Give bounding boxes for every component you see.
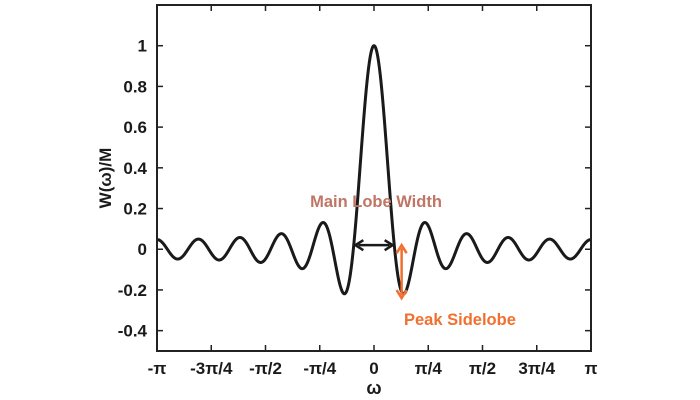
x-axis-ticks: -π -3π/4 -π/2 -π/4 0 π/4 π/2 3π/4 π (148, 5, 598, 378)
x-tick-label: 3π/4 (518, 359, 555, 378)
y-tick-label: -0.2 (118, 281, 147, 300)
main-lobe-arrowhead-left (352, 239, 364, 252)
x-tick-label: -π/2 (249, 359, 282, 378)
y-tick-label: 0 (138, 240, 147, 259)
peak-sidelobe-label: Peak Sidelobe (404, 311, 516, 329)
x-tick-label: -π (148, 359, 167, 378)
y-tick-label: 0.8 (123, 77, 147, 96)
series-line (155, 44, 593, 296)
x-tick-label: π/2 (469, 359, 496, 378)
y-axis-ticks: -0.4 -0.2 0 0.2 0.4 0.6 0.8 1 (118, 37, 591, 341)
x-tick-label: -3π/4 (190, 359, 233, 378)
x-tick-label: -π/4 (303, 359, 336, 378)
annotations (352, 239, 408, 301)
x-tick-label: π/4 (415, 359, 443, 378)
main-lobe-width-label: Main Lobe Width (310, 193, 442, 211)
y-tick-label: -0.4 (118, 322, 148, 341)
y-tick-label: 1 (138, 37, 147, 56)
y-tick-label: 0.2 (123, 200, 147, 219)
y-tick-label: 0.4 (123, 159, 147, 178)
plot-frame (156, 4, 592, 352)
peak-sidelobe-arrowhead-bottom (395, 289, 408, 301)
y-tick-label: 0.6 (123, 118, 147, 137)
x-tick-label: 0 (369, 359, 378, 378)
x-axis-label: ω (366, 378, 381, 398)
x-tick-label: π (584, 359, 597, 378)
y-axis-label: W(ω)/M (96, 148, 115, 209)
peak-sidelobe-arrowhead-top (395, 242, 408, 254)
main-lobe-arrowhead-right (384, 239, 396, 252)
